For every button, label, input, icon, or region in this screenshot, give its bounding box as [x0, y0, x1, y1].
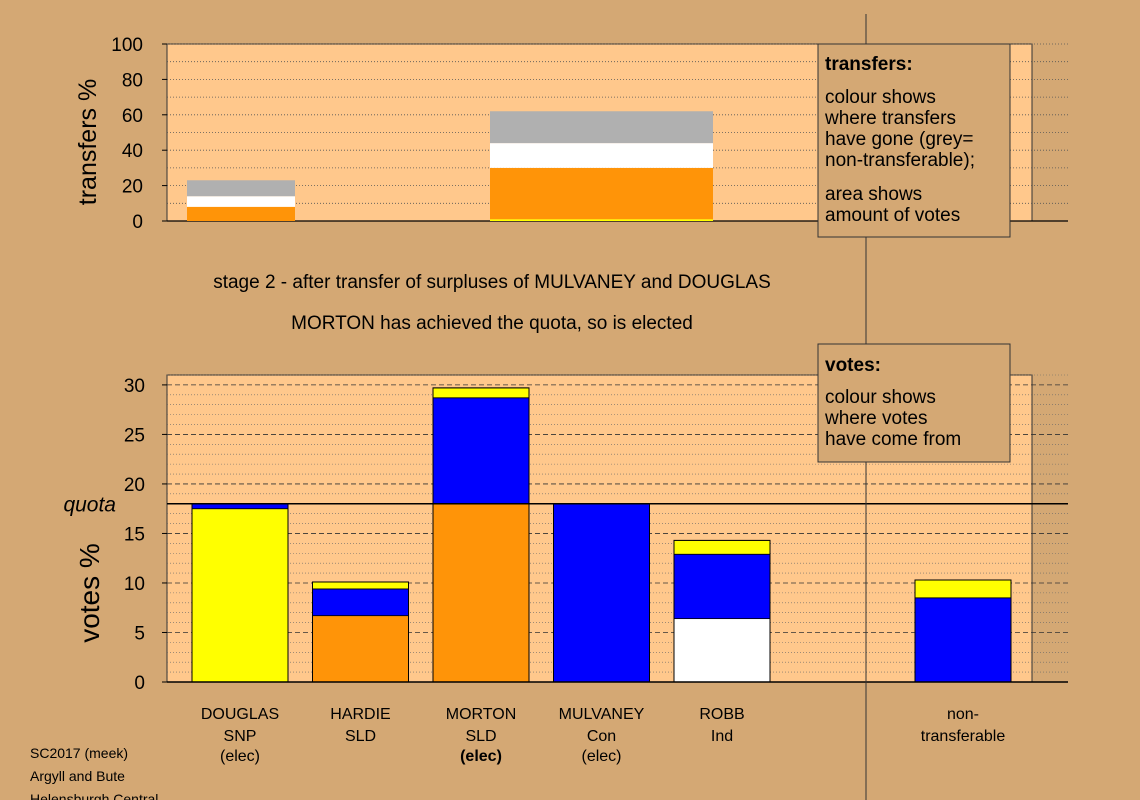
transfer-bar-segment-orange: [187, 206, 295, 221]
votes-legend-title: votes:: [825, 355, 881, 376]
vote-bar-segment-orange: [432, 503, 530, 683]
votes-legend-line: where votes: [824, 408, 927, 429]
transfers-y-tick-label: 100: [111, 35, 143, 56]
transfers-legend: transfers: colour shows where transfers …: [817, 43, 1011, 238]
vote-bar-segment-blue: [432, 397, 530, 505]
votes-legend-line: colour shows: [825, 387, 936, 408]
votes-legend-box: [817, 343, 1011, 463]
transfers-legend-line: non-transferable);: [825, 150, 975, 171]
transfers-axis-title: transfers %: [74, 79, 102, 205]
transfers-y-tick-label: 80: [122, 70, 143, 91]
vote-bar-segment-yellow: [432, 387, 530, 399]
footer-line: Argyll and Bute: [30, 768, 125, 784]
transfer-bar-segment-orange: [490, 167, 713, 220]
candidate-party-label: Ind: [711, 728, 733, 745]
transfer-bar-segment-grey: [187, 180, 295, 197]
transfers-y-tick-label: 0: [132, 212, 143, 233]
votes-legend-line: have come from: [825, 429, 961, 450]
caption-elected: MORTON has achieved the quota, so is ele…: [291, 313, 693, 334]
transfers-y-tick-label: 60: [122, 106, 143, 127]
vote-bar-segment-blue: [673, 553, 771, 620]
transfers-legend-line: where transfers: [824, 108, 956, 129]
votes-y-tick-label: 15: [124, 524, 145, 545]
vote-bar-segment-orange: [312, 615, 409, 683]
votes-y-tick-label: 30: [124, 376, 145, 397]
transfers-legend-line: colour shows: [825, 87, 936, 108]
footer-line: Helensburgh Central: [30, 791, 158, 800]
candidate-name-label: DOUGLAS: [201, 706, 279, 723]
candidate-party-label: SNP: [224, 728, 257, 745]
votes-legend: votes: colour shows where votes have com…: [817, 343, 1011, 463]
votes-y-tick-label: 10: [124, 574, 145, 595]
candidate-party-label: transferable: [921, 728, 1006, 745]
vote-bar-segment-blue: [914, 597, 1012, 683]
vote-bar-segment-yellow: [673, 539, 771, 555]
candidate-name-label: ROBB: [699, 706, 744, 723]
candidate-name-label: MULVANEY: [559, 706, 645, 723]
candidate-party-label: Con: [587, 728, 616, 745]
transfers-legend-box: [817, 43, 1011, 238]
footer-line: SC2017 (meek): [30, 745, 128, 761]
transfers-y-tick-label: 40: [122, 141, 143, 162]
votes-y-tick-label: 20: [124, 475, 145, 496]
caption-stage: stage 2 - after transfer of surpluses of…: [213, 272, 771, 293]
transfers-legend-line: area shows: [825, 184, 922, 205]
votes-y-tick-label: 25: [124, 425, 145, 446]
candidate-status-label: (elec): [460, 748, 502, 765]
transfer-bar-segment-white: [187, 196, 295, 207]
votes-y-tick-label: 0: [134, 673, 145, 694]
transfers-y-tick-label: 20: [122, 177, 143, 198]
vote-bar-segment-blue: [553, 503, 650, 683]
candidate-party-label: SLD: [345, 728, 376, 745]
footer: SC2017 (meek) Argyll and Bute Helensburg…: [30, 745, 158, 800]
transfers-legend-title: transfers:: [825, 54, 913, 75]
transfers-legend-line: have gone (grey=: [825, 129, 973, 150]
vote-bar-segment-yellow: [312, 581, 409, 590]
candidate-name-label: non-: [947, 706, 979, 723]
transfer-bar-segment-yellow: [490, 219, 713, 221]
candidate-status-label: (elec): [220, 748, 260, 765]
candidate-party-label: SLD: [465, 728, 496, 745]
transfer-bar-segment-grey: [490, 111, 713, 144]
candidate-name-label: HARDIE: [330, 706, 390, 723]
vote-bar-segment-yellow: [914, 579, 1012, 599]
votes-axis-title: votes %: [74, 543, 105, 643]
votes-y-tick-label: 5: [134, 623, 145, 644]
candidate-status-label: (elec): [581, 748, 621, 765]
transfer-bar-segment-white: [490, 143, 713, 168]
vote-bar-segment-white: [673, 618, 771, 683]
vote-bar-segment-yellow: [191, 508, 289, 683]
quota-label: quota: [63, 494, 116, 517]
candidate-name-label: MORTON: [446, 706, 517, 723]
transfers-legend-line: amount of votes: [825, 205, 960, 226]
vote-bar-segment-blue: [312, 588, 409, 617]
